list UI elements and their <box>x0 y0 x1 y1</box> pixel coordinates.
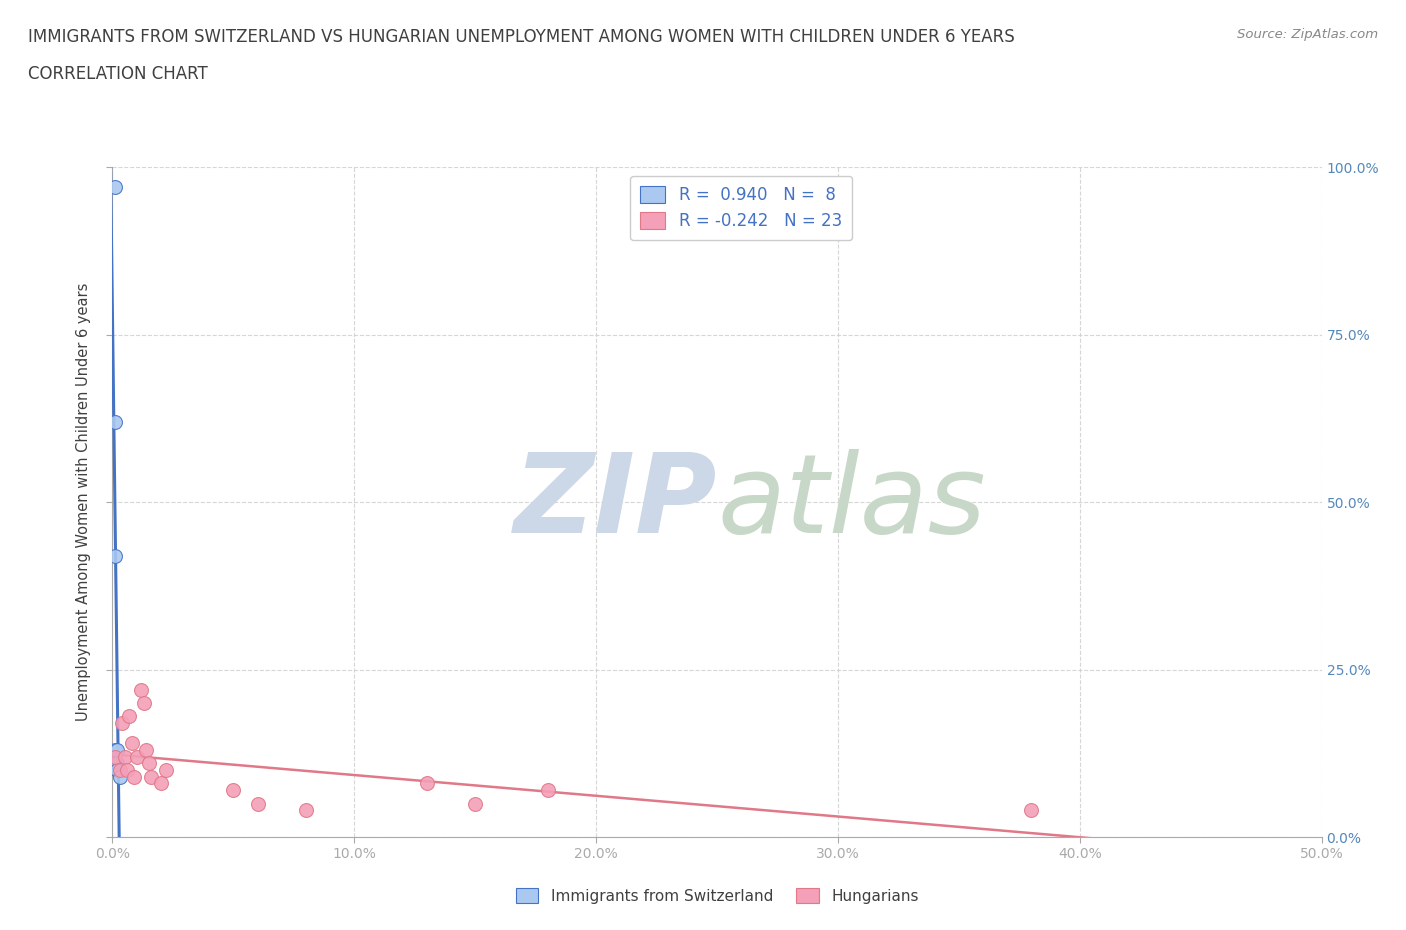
Point <box>118 709 141 724</box>
Point <box>108 763 131 777</box>
Point <box>155 763 177 777</box>
Legend: Immigrants from Switzerland, Hungarians: Immigrants from Switzerland, Hungarians <box>509 882 925 910</box>
Text: IMMIGRANTS FROM SWITZERLAND VS HUNGARIAN UNEMPLOYMENT AMONG WOMEN WITH CHILDREN : IMMIGRANTS FROM SWITZERLAND VS HUNGARIAN… <box>28 28 1015 46</box>
Point <box>105 742 128 757</box>
Point <box>114 750 136 764</box>
Text: Source: ZipAtlas.com: Source: ZipAtlas.com <box>1237 28 1378 41</box>
Y-axis label: Unemployment Among Women with Children Under 6 years: Unemployment Among Women with Children U… <box>76 283 91 722</box>
Text: CORRELATION CHART: CORRELATION CHART <box>28 65 208 83</box>
Text: ZIP: ZIP <box>513 448 717 556</box>
Point <box>115 763 138 777</box>
Point <box>105 756 128 771</box>
Point <box>464 796 486 811</box>
Point <box>138 756 160 771</box>
Point <box>537 783 560 798</box>
Point <box>121 736 143 751</box>
Point <box>132 696 155 711</box>
Point <box>122 769 145 784</box>
Point <box>104 549 127 564</box>
Point <box>1021 803 1043 817</box>
Point <box>416 776 439 790</box>
Point <box>141 769 163 784</box>
Point <box>104 180 127 195</box>
Point <box>105 763 128 777</box>
Point <box>125 750 148 764</box>
Point <box>135 742 157 757</box>
Point <box>222 783 245 798</box>
Point <box>295 803 318 817</box>
Point <box>149 776 172 790</box>
Point <box>104 742 127 757</box>
Point <box>104 415 127 430</box>
Point <box>111 716 134 731</box>
Text: atlas: atlas <box>717 448 986 556</box>
Point <box>104 750 127 764</box>
Point <box>131 683 153 698</box>
Point <box>246 796 269 811</box>
Point <box>108 769 131 784</box>
